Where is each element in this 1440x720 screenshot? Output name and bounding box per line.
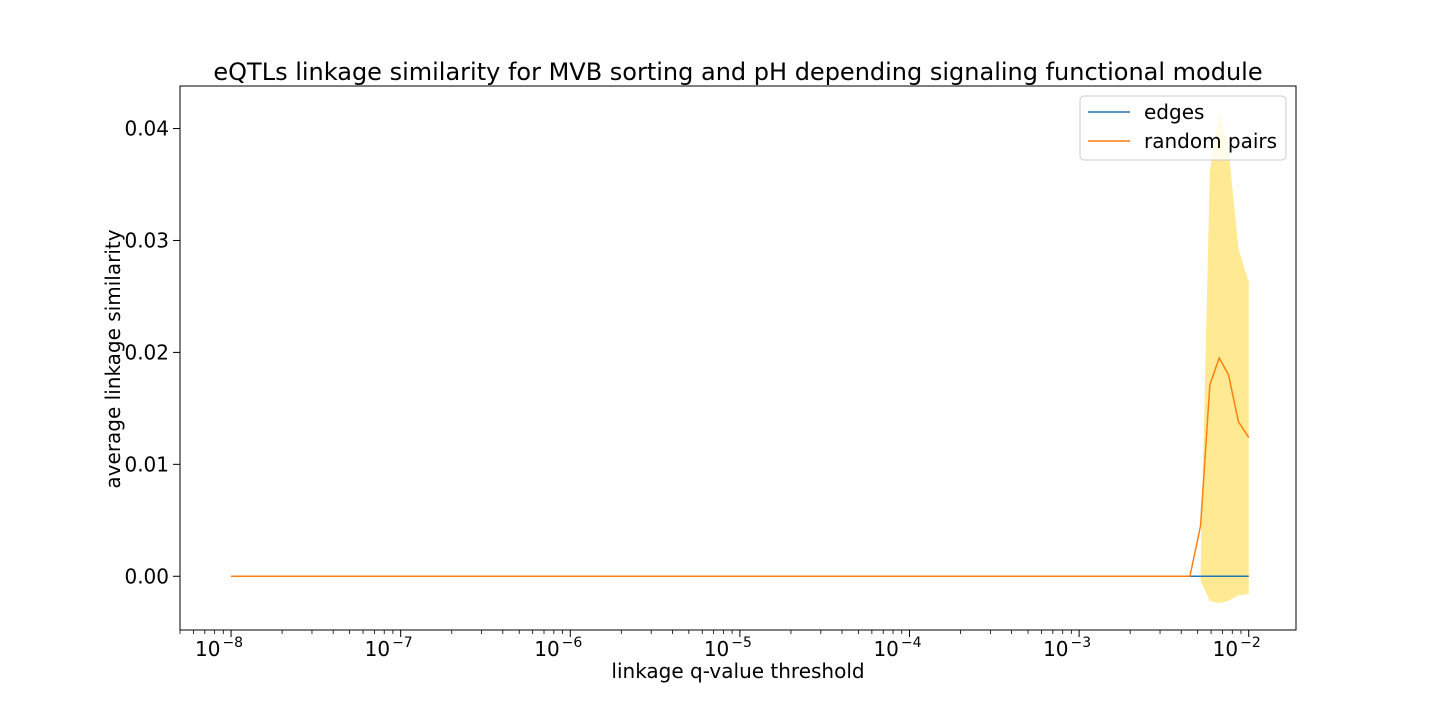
y-tick-label: 0.03: [124, 228, 169, 252]
x-axis-label: linkage q-value threshold: [611, 659, 864, 683]
legend-label: edges: [1144, 100, 1204, 124]
y-axis-label: average linkage similarity: [101, 229, 125, 488]
x-tick-label: 10 −7: [365, 635, 413, 661]
x-tick-label: 10 −4: [873, 635, 921, 661]
x-tick-label: 10 −2: [1213, 635, 1261, 661]
y-tick-label: 0.04: [124, 117, 169, 141]
plot-area: [179, 85, 1297, 631]
series-lines: [231, 356, 1250, 578]
x-tick-label: 10 −5: [704, 635, 752, 661]
legend-box: [1079, 95, 1287, 161]
y-axis: 0.00 0.01 0.02 0.03 0.04: [124, 117, 180, 588]
y-tick-label: 0.01: [124, 452, 169, 476]
legend-label: random pairs: [1144, 129, 1277, 153]
legend: edges random pairs: [1079, 95, 1287, 161]
y-tick-label: 0.02: [124, 340, 169, 364]
x-tick-label: 10 −3: [1043, 635, 1091, 661]
band-area: [1200, 112, 1249, 604]
y-tick-label: 0.00: [124, 564, 169, 588]
x-axis: 10 −8 10 −7 10 −6 10 −5 10 −4 10 −3 10 −2: [179, 630, 1261, 661]
x-tick-label: 10 −8: [195, 635, 243, 661]
axes-frame: [179, 85, 1297, 631]
x-tick-label: 10 −6: [534, 635, 582, 661]
confidence-band: [1200, 112, 1249, 604]
chart-title: eQTLs linkage similarity for MVB sorting…: [213, 58, 1262, 86]
series-line-1: [231, 356, 1250, 578]
